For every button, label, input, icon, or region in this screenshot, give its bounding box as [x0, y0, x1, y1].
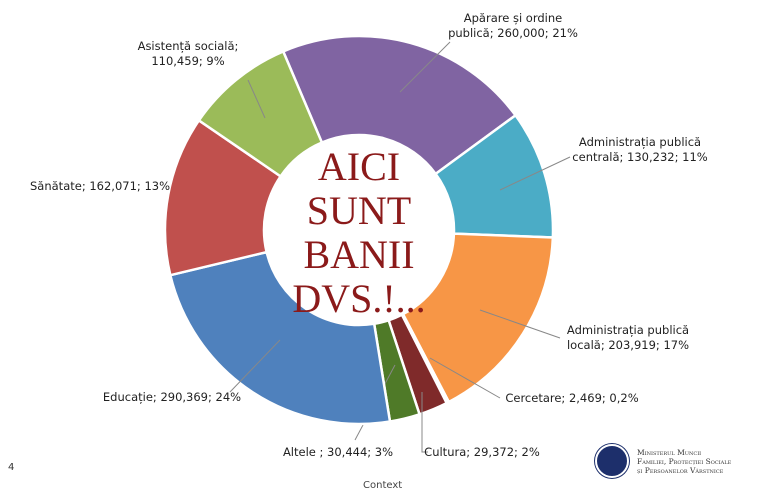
- leader-line: [229, 339, 281, 393]
- center-text-line: SUNT: [307, 188, 411, 233]
- data-label: Cultura; 29,372; 2%: [424, 445, 540, 459]
- data-label: Cercetare; 2,469; 0,2%: [505, 391, 638, 405]
- leader-line: [421, 392, 428, 453]
- data-label: 110,459; 9%: [151, 54, 224, 68]
- data-label: centrală; 130,232; 11%: [572, 150, 707, 164]
- leader-line: [499, 156, 571, 191]
- leader-line: [479, 309, 561, 339]
- data-label: Administrația publică: [567, 323, 689, 337]
- data-label: Asistență socială;: [138, 39, 239, 53]
- data-label: Educație; 290,369; 24%: [103, 390, 241, 404]
- center-text-line: AICI: [318, 144, 400, 189]
- ministry-line-2: Familiei, Protecției Sociale: [637, 456, 732, 466]
- data-label: locală; 203,919; 17%: [567, 338, 689, 352]
- slice-ap-rare-i-ordine-public-: [281, 34, 518, 176]
- center-text-line: DVS.!...: [292, 276, 425, 321]
- slice-asisten-social-: [197, 49, 324, 179]
- slice-administra-ia-public-local-: [401, 232, 555, 404]
- leader-line: [399, 41, 451, 93]
- donut-hole: [265, 136, 453, 324]
- romania-seal-icon: [595, 444, 629, 478]
- leader-line: [247, 79, 266, 119]
- ministry-logo: Ministerul Muncii Familiei, Protecției S…: [595, 444, 731, 478]
- data-label: Sănătate; 162,071; 13%: [30, 179, 170, 193]
- data-label: Apărare și ordine: [464, 11, 562, 25]
- page-number: 4: [8, 462, 15, 473]
- ministry-line-3: și Persoanelor Vârstnice: [637, 465, 724, 475]
- leader-line: [429, 357, 501, 399]
- context-label: Context: [363, 480, 403, 491]
- ministry-line-1: Ministerul Muncii: [637, 447, 702, 457]
- data-label: Administrația publică: [579, 135, 701, 149]
- data-label: Altele ; 30,444; 3%: [283, 445, 393, 459]
- slice-educa-ie: [168, 250, 392, 426]
- data-label: publică; 260,000; 21%: [448, 26, 578, 40]
- center-text-line: BANII: [303, 232, 414, 277]
